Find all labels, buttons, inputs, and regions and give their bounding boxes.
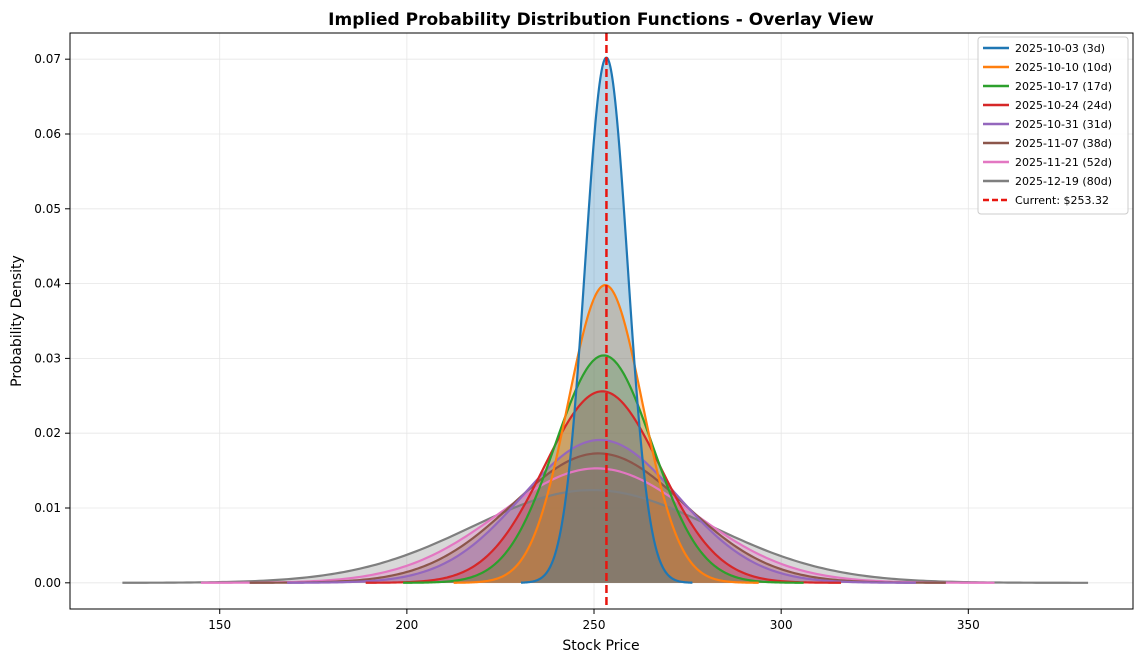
legend-entry: 2025-12-19 (80d) <box>1015 175 1112 188</box>
legend-box <box>977 36 1129 215</box>
area-fill-2025-11-07-38d <box>249 453 946 583</box>
x-axis-label: Stock Price <box>562 638 639 654</box>
area-fill-2025-12-19-80d <box>122 490 1089 583</box>
legend-entry: 2025-11-21 (52d) <box>1015 156 1112 169</box>
legend-entry: 2025-11-07 (38d) <box>1015 137 1112 150</box>
series-line-2025-11-07-38d <box>249 452 946 584</box>
y-tick-label: 0.04 <box>34 277 61 291</box>
x-tick-label: 150 <box>208 618 231 632</box>
y-axis-ticks: 0.00 0.01 0.02 0.03 0.04 0.05 0.06 0.07 <box>34 52 70 590</box>
plot-frame <box>69 32 1134 610</box>
y-tick-label: 0.05 <box>34 202 61 216</box>
legend-entry: 2025-10-31 (31d) <box>1015 118 1112 131</box>
x-axis-ticks: 150 200 250 300 350 <box>208 609 980 632</box>
x-tick-label: 350 <box>957 618 980 632</box>
y-tick-label: 0.02 <box>34 426 61 440</box>
legend: 2025-10-03 (3d) 2025-10-10 (10d) 2025-10-1… <box>977 36 1129 215</box>
legend-entry: 2025-10-24 (24d) <box>1015 99 1112 112</box>
area-fill-2025-10-03-3d <box>521 57 693 583</box>
legend-entry-current: Current: $253.32 <box>1015 194 1109 207</box>
y-tick-label: 0.07 <box>34 52 61 66</box>
y-axis-label: Probability Density <box>9 255 25 387</box>
x-tick-label: 200 <box>395 618 418 632</box>
x-tick-label: 300 <box>770 618 793 632</box>
area-fill-2025-11-21-52d <box>201 468 995 583</box>
series-line-2025-10-31-31d <box>287 438 916 584</box>
chart-title: Implied Probability Distribution Functio… <box>328 10 874 30</box>
y-tick-label: 0.00 <box>34 576 61 590</box>
y-tick-label: 0.06 <box>34 127 61 141</box>
y-tick-label: 0.01 <box>34 501 61 515</box>
series-line-2025-10-24-24d <box>365 390 842 584</box>
legend-entry: 2025-10-10 (10d) <box>1015 61 1112 74</box>
legend-entry: 2025-10-17 (17d) <box>1015 80 1112 93</box>
area-fill-2025-10-24-24d <box>365 391 842 583</box>
series-line-2025-10-17-17d <box>403 354 804 584</box>
area-fill-2025-10-31-31d <box>287 439 916 583</box>
series-line-2025-11-21-52d <box>200 467 995 584</box>
legend-entry: 2025-10-03 (3d) <box>1015 42 1105 55</box>
x-tick-label: 250 <box>583 618 606 632</box>
y-tick-label: 0.03 <box>34 351 61 365</box>
